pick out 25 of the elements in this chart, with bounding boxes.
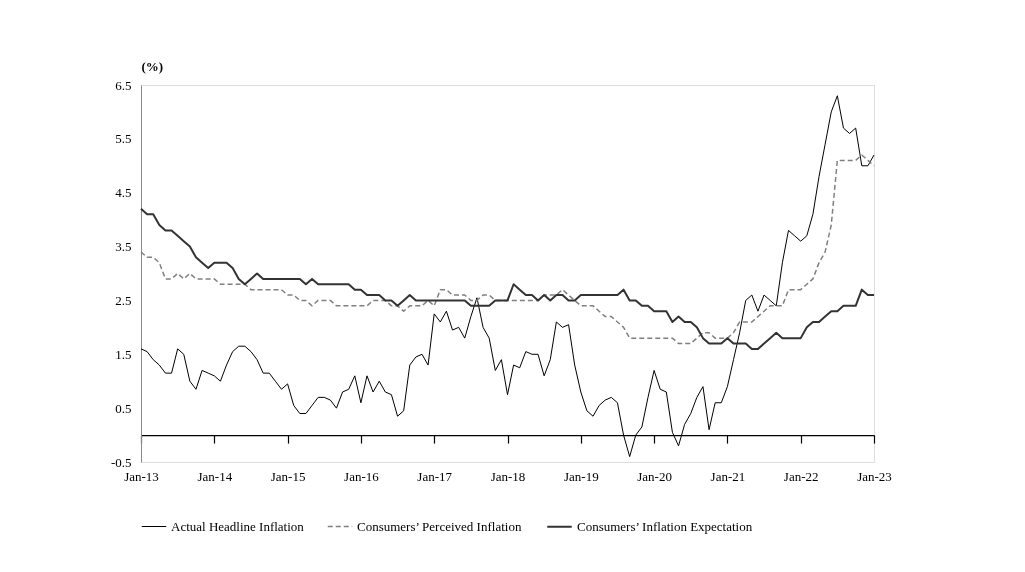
x-tick-label: Jan-14 <box>197 468 233 484</box>
x-tick-label: Jan-21 <box>710 468 746 484</box>
x-tick-label: Jan-19 <box>563 468 599 484</box>
y-tick-label: 2.5 <box>115 292 132 308</box>
y-tick-label: 5.5 <box>115 131 132 147</box>
y-tick-label: 6.5 <box>115 77 132 93</box>
legend-label: Consumers’ Inflation Expectation <box>577 518 753 534</box>
y-tick-label: 1.5 <box>115 346 132 362</box>
legend-label: Consumers’ Perceived Inflation <box>357 518 522 534</box>
x-tick-label: Jan-18 <box>490 468 526 484</box>
x-tick-label: Jan-22 <box>783 468 819 484</box>
line-series <box>140 207 875 350</box>
y-axis-title: (%) <box>141 58 164 74</box>
y-tick-label: 4.5 <box>115 185 132 201</box>
x-tick-label: Jan-23 <box>857 468 892 484</box>
legend-label: Actual Headline Inflation <box>171 518 305 534</box>
y-tick-label: 3.5 <box>115 239 132 255</box>
x-tick-label: Jan-16 <box>344 468 380 484</box>
x-tick-label: Jan-17 <box>417 468 453 484</box>
y-tick-label: 0.5 <box>115 400 132 416</box>
line-series <box>140 95 875 458</box>
x-tick-label: Jan-20 <box>637 468 672 484</box>
x-tick-label: Jan-13 <box>124 468 159 484</box>
x-tick-label: Jan-15 <box>270 468 306 484</box>
y-tick-label: -0.5 <box>110 454 132 470</box>
